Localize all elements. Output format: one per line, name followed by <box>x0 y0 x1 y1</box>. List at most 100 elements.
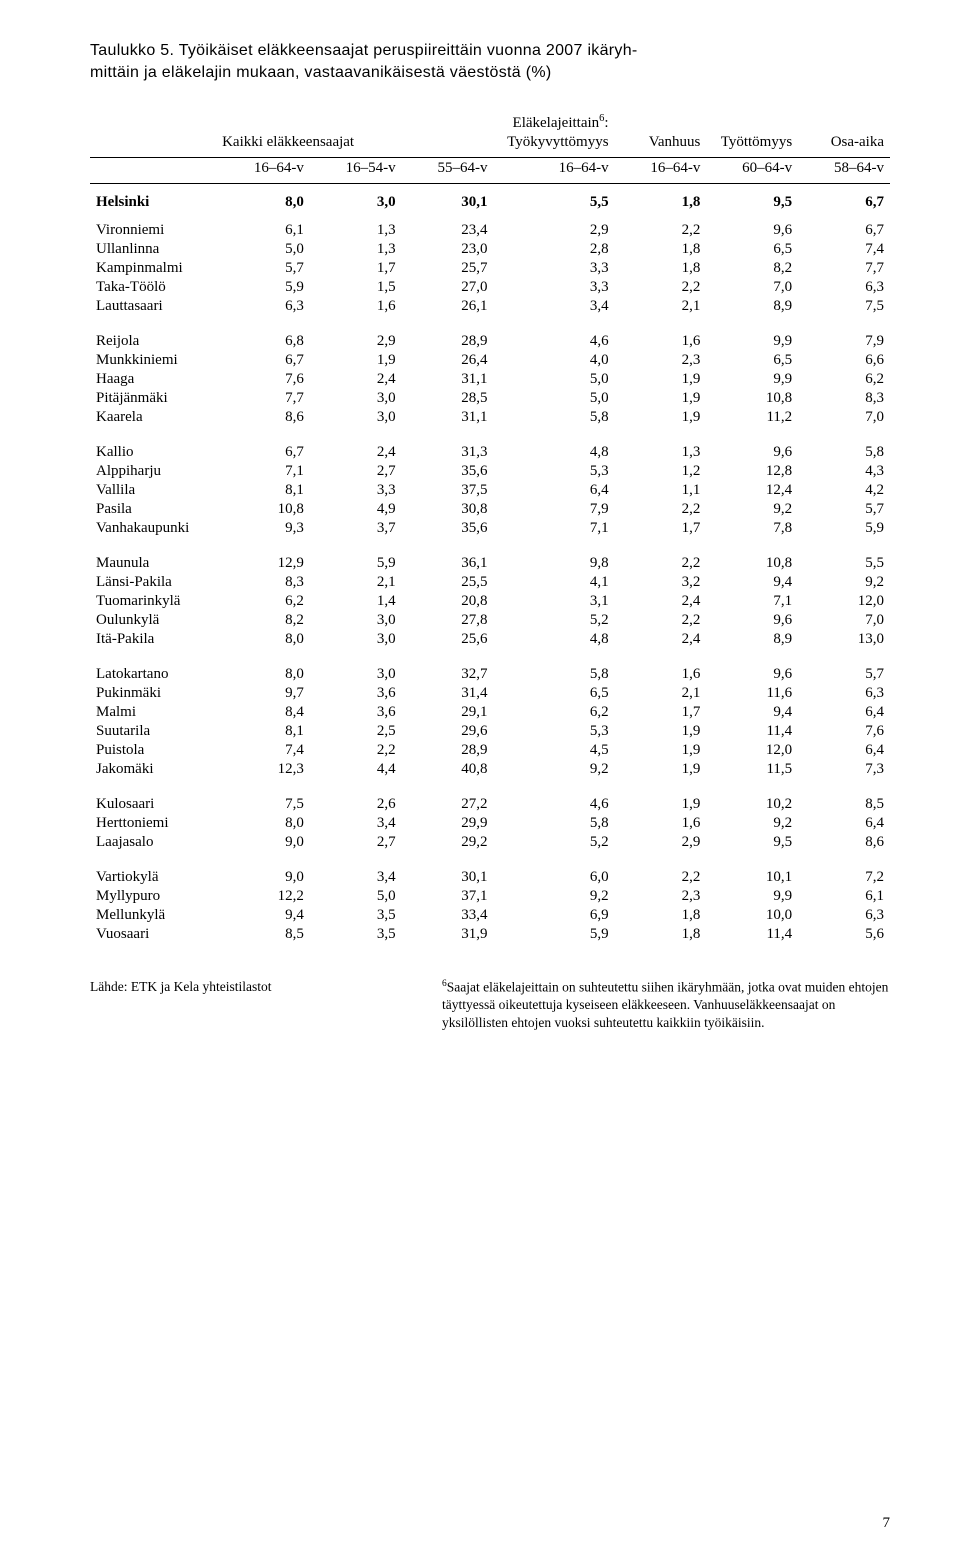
cell: 12,0 <box>798 592 890 611</box>
cell: 9,8 <box>493 554 614 573</box>
cell: 9,0 <box>218 868 310 887</box>
cell: 7,3 <box>798 760 890 779</box>
cell: 27,8 <box>402 611 494 630</box>
table-row: Taka-Töölö5,91,527,03,32,27,06,3 <box>90 278 890 297</box>
table-row: Kaarela8,63,031,15,81,911,27,0 <box>90 408 890 427</box>
header-col2: 16–54-v <box>310 158 402 184</box>
cell: 9,3 <box>218 519 310 538</box>
table-row: Haaga7,62,431,15,01,99,96,2 <box>90 370 890 389</box>
cell: 2,9 <box>615 833 707 852</box>
row-label: Latokartano <box>90 665 218 684</box>
cell: 9,4 <box>706 573 798 592</box>
cell: 10,2 <box>706 795 798 814</box>
row-label: Mellunkylä <box>90 906 218 925</box>
cell: 6,4 <box>798 814 890 833</box>
cell: 28,5 <box>402 389 494 408</box>
cell: 6,3 <box>798 684 890 703</box>
row-label: Laajasalo <box>90 833 218 852</box>
cell: 10,8 <box>218 500 310 519</box>
table-row: Vartiokylä9,03,430,16,02,210,17,2 <box>90 868 890 887</box>
cell: 1,8 <box>615 906 707 925</box>
cell: 2,9 <box>310 332 402 351</box>
cell: 9,4 <box>218 906 310 925</box>
cell: 1,5 <box>310 278 402 297</box>
row-label: Myllypuro <box>90 887 218 906</box>
cell: 1,6 <box>615 332 707 351</box>
cell: 6,2 <box>493 703 614 722</box>
cell: 2,3 <box>615 351 707 370</box>
cell: 9,2 <box>493 887 614 906</box>
cell: 3,0 <box>310 389 402 408</box>
cell: 6,0 <box>493 868 614 887</box>
cell: 8,3 <box>218 573 310 592</box>
cell: 2,1 <box>615 684 707 703</box>
cell: 6,5 <box>706 240 798 259</box>
data-table: Eläkelajeittain6: Kaikki eläkkeensaajat … <box>90 111 890 944</box>
header-oa: Osa-aika <box>798 132 890 158</box>
cell: 7,6 <box>218 370 310 389</box>
cell: 2,1 <box>615 297 707 316</box>
cell: 2,5 <box>310 722 402 741</box>
cell: 37,5 <box>402 481 494 500</box>
cell: 7,7 <box>218 389 310 408</box>
row-label: Herttoniemi <box>90 814 218 833</box>
cell: 5,2 <box>493 611 614 630</box>
cell: 5,7 <box>218 259 310 278</box>
row-label: Vallila <box>90 481 218 500</box>
cell: 11,2 <box>706 408 798 427</box>
cell: 6,2 <box>798 370 890 389</box>
cell: 3,3 <box>310 481 402 500</box>
cell: 30,1 <box>402 184 494 222</box>
group-separator <box>90 779 890 795</box>
cell: 2,4 <box>615 592 707 611</box>
cell: 3,3 <box>493 278 614 297</box>
cell: 8,0 <box>218 665 310 684</box>
row-label: Reijola <box>90 332 218 351</box>
cell: 7,6 <box>798 722 890 741</box>
row-label: Suutarila <box>90 722 218 741</box>
table-row: Alppiharju7,12,735,65,31,212,84,3 <box>90 462 890 481</box>
cell: 7,1 <box>218 462 310 481</box>
title-line-1: Taulukko 5. Työikäiset eläkkeensaajat pe… <box>90 42 638 59</box>
cell: 4,9 <box>310 500 402 519</box>
cell: 31,3 <box>402 443 494 462</box>
cell: 3,2 <box>615 573 707 592</box>
cell: 9,6 <box>706 665 798 684</box>
cell: 8,2 <box>218 611 310 630</box>
cell: 2,7 <box>310 833 402 852</box>
footnotes: Lähde: ETK ja Kela yhteistilastot 6Saaja… <box>90 978 890 1031</box>
cell: 12,3 <box>218 760 310 779</box>
row-label: Vartiokylä <box>90 868 218 887</box>
cell: 7,9 <box>798 332 890 351</box>
cell: 28,9 <box>402 332 494 351</box>
table-row: Tuomarinkylä6,21,420,83,12,47,112,0 <box>90 592 890 611</box>
header-law-group: Eläkelajeittain <box>513 115 600 131</box>
cell: 20,8 <box>402 592 494 611</box>
cell: 4,6 <box>493 795 614 814</box>
cell: 35,6 <box>402 519 494 538</box>
cell: 13,0 <box>798 630 890 649</box>
table-row: Helsinki8,03,030,15,51,89,56,7 <box>90 184 890 222</box>
cell: 7,2 <box>798 868 890 887</box>
cell: 3,0 <box>310 408 402 427</box>
row-label: Lauttasaari <box>90 297 218 316</box>
row-label: Helsinki <box>90 184 218 222</box>
page-number: 7 <box>883 1515 891 1532</box>
row-label: Tuomarinkylä <box>90 592 218 611</box>
cell: 1,7 <box>615 519 707 538</box>
cell: 36,1 <box>402 554 494 573</box>
header-vh-sub: 16–64-v <box>615 158 707 184</box>
row-label: Puistola <box>90 741 218 760</box>
cell: 11,6 <box>706 684 798 703</box>
cell: 29,9 <box>402 814 494 833</box>
cell: 5,6 <box>798 925 890 944</box>
cell: 10,0 <box>706 906 798 925</box>
cell: 1,8 <box>615 259 707 278</box>
cell: 7,7 <box>798 259 890 278</box>
cell: 3,0 <box>310 184 402 222</box>
cell: 3,3 <box>493 259 614 278</box>
row-label: Itä-Pakila <box>90 630 218 649</box>
cell: 31,9 <box>402 925 494 944</box>
table-row: Lauttasaari6,31,626,13,42,18,97,5 <box>90 297 890 316</box>
row-label: Pukinmäki <box>90 684 218 703</box>
